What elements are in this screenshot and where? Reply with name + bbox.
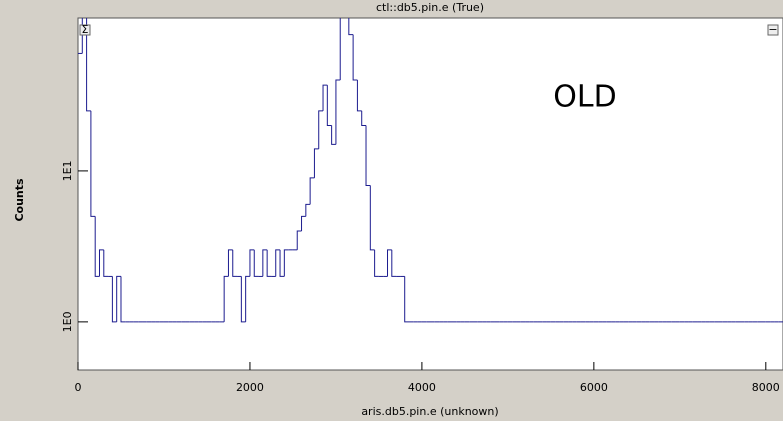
histogram-bin — [116, 275, 121, 322]
histogram-bin — [335, 79, 341, 145]
histogram-bin — [305, 203, 311, 217]
histogram-bin — [361, 110, 367, 126]
stats-button[interactable] — [79, 24, 91, 36]
histogram-bin — [94, 216, 100, 277]
histogram-bin — [404, 276, 410, 323]
histogram-bin — [249, 249, 255, 277]
histogram-bin — [301, 215, 306, 231]
histogram-bin — [356, 80, 362, 112]
histogram-bin — [86, 18, 91, 112]
x-tick-label: 2000 — [236, 381, 264, 394]
histogram-bin — [227, 249, 233, 277]
x-tick-label: 0 — [75, 381, 82, 394]
histogram-bin — [339, 18, 341, 81]
x-tick-label: 8000 — [752, 381, 780, 394]
histogram-bin — [369, 185, 375, 251]
histogram-bin — [120, 276, 126, 323]
histogram-bin — [90, 110, 96, 217]
y-tick-label: 1E1 — [61, 160, 74, 181]
histogram-bin — [232, 249, 238, 277]
histogram-bin — [374, 249, 379, 277]
histogram-bin — [111, 276, 117, 323]
histogram-bin — [318, 110, 324, 149]
histogram-bin — [365, 125, 371, 187]
y-tick-label: 1E0 — [61, 311, 74, 332]
histogram-bin — [313, 148, 319, 178]
histogram-bin — [279, 249, 285, 277]
histogram-bin — [81, 18, 83, 54]
x-tick-label: 6000 — [580, 381, 608, 394]
histogram-bin — [322, 84, 328, 111]
histogram-bin — [387, 249, 392, 277]
histogram-bin — [262, 249, 268, 277]
histogram-bin — [266, 249, 272, 277]
histogram-bin — [296, 230, 302, 250]
histogram-bin — [98, 249, 104, 277]
plot-layer — [78, 18, 783, 323]
collapse-button[interactable] — [767, 24, 779, 36]
histogram-bin — [223, 275, 229, 322]
histogram-bin — [240, 276, 246, 323]
histogram-bin — [309, 177, 315, 205]
histogram-bin — [352, 34, 358, 81]
histogram-bin — [391, 249, 397, 277]
histogram-bin — [253, 249, 259, 277]
collapse-button-label[interactable]: − — [768, 23, 777, 36]
chart-title: ctl::db5.pin.e (True) — [376, 1, 484, 14]
x-tick-label: 4000 — [408, 381, 436, 394]
histogram-bin — [326, 85, 332, 126]
histogram-bin — [275, 249, 281, 277]
histogram-bin — [245, 275, 250, 322]
annotation: OLD — [553, 80, 616, 115]
histogram-bin — [331, 125, 336, 145]
y-axis-label: Counts — [13, 178, 26, 222]
histogram-bin — [103, 249, 109, 277]
x-axis-label: aris.db5.pin.e (unknown) — [361, 405, 498, 418]
stats-button-label[interactable]: Σ — [82, 23, 89, 36]
histogram-bin — [283, 249, 289, 277]
plot-area — [77, 17, 783, 371]
histogram-bin — [348, 18, 354, 36]
